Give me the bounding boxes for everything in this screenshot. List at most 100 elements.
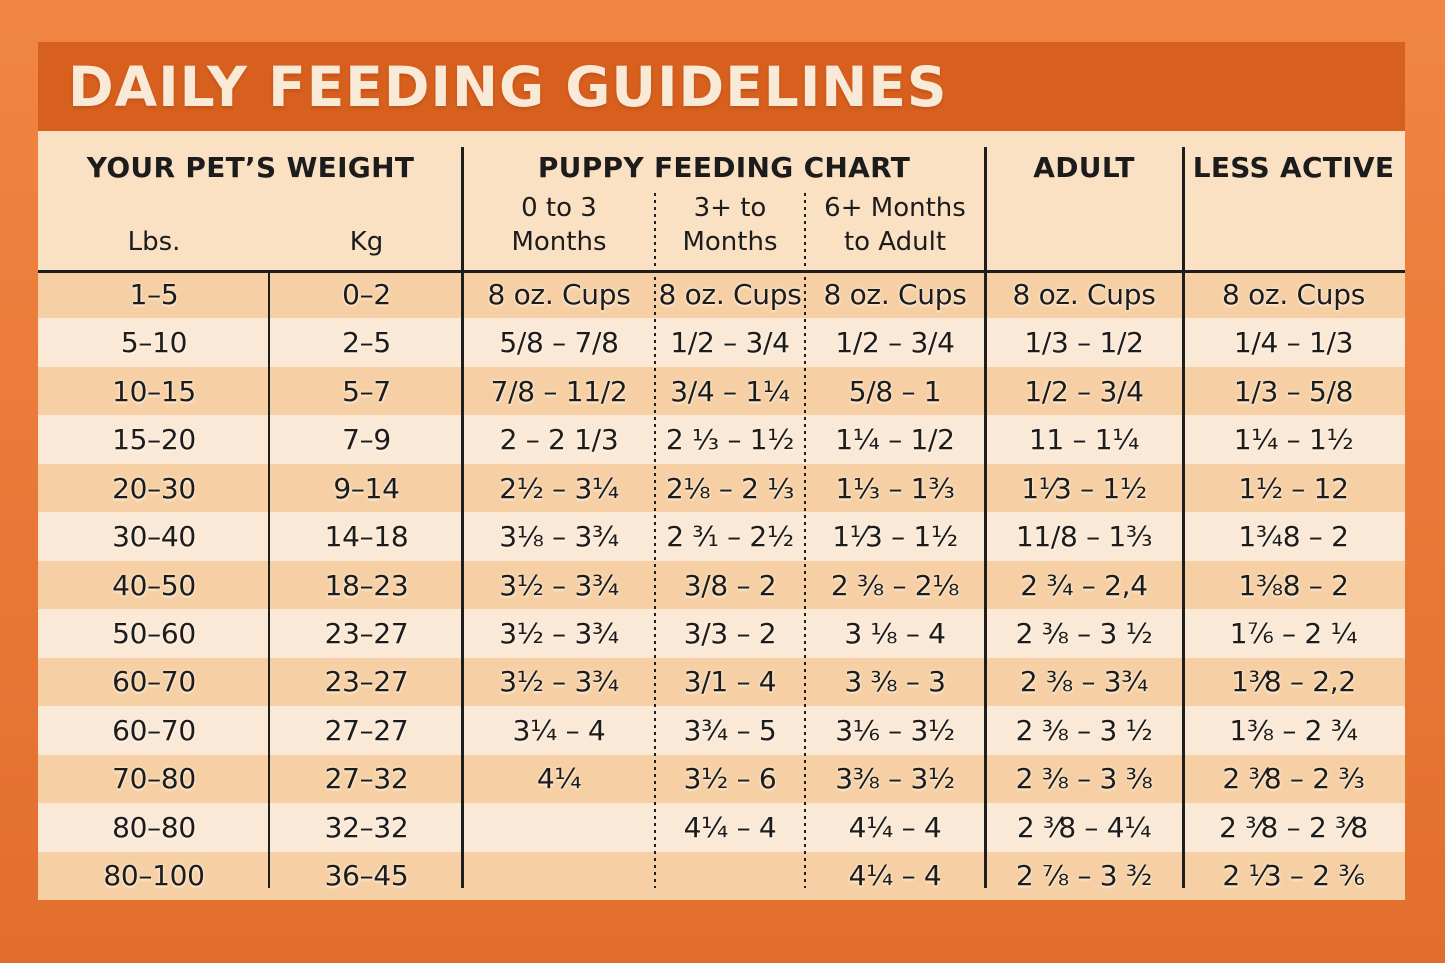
table-cell: 20–30 <box>112 471 196 505</box>
column-divider-dotted-2 <box>804 193 806 888</box>
table-cell: 2 ¹⁄3 – 2 ³⁄₆ <box>1222 859 1365 893</box>
table-cell: 3½ – 3¾ <box>499 568 619 602</box>
table-cell: 23–27 <box>324 617 409 651</box>
table-cell: 2½ – 3¼ <box>499 471 619 505</box>
table-row: 15–20 7–9 2 – 2 1/3 2 ⅓ – 1½ 1¼ – 1/2 11 – 1¼… <box>38 415 1405 464</box>
table-cell: 0–2 <box>342 277 391 311</box>
table-cell: 1¼ – 1½ <box>1233 423 1354 457</box>
table-cell: 1³⁄8 – 2,2 <box>1231 665 1356 699</box>
table-row: 80–80 32–32 4¼ – 4 4¼ – 4 2 ³⁄8 – 4¼ 2 ³⁄8 – … <box>38 803 1405 852</box>
table-cell: 3½ – 3¾ <box>499 617 619 651</box>
table-cell: 60–70 <box>112 665 196 699</box>
table-row: 60–70 23–27 3½ – 3¾ 3/1 – 4 3 ⅜ – 3 2 ⅜ – 3¾ 1… <box>38 657 1405 707</box>
table-cell: 3 ⅛ – 4 <box>844 617 946 651</box>
table-cell: 3/1 – 4 <box>683 665 777 699</box>
table-cell: 32–32 <box>324 810 409 844</box>
table-cell: 15–20 <box>112 423 196 457</box>
table-cell <box>463 803 655 851</box>
table-cell: 70–80 <box>112 762 196 796</box>
table-cell: 3 ⅜ – 3 <box>844 665 946 699</box>
table-cell: 1/4 – 1/3 <box>1233 326 1354 360</box>
table-cell: 1¾8 – 2 <box>1238 520 1349 554</box>
table-cell: 40–50 <box>112 568 196 602</box>
table-row: 70–80 27–32 4¼ 3½ – 6 3⅜ – 3½ 2 ⅜ – 3 ⅜ 2 ³⁄8 … <box>38 754 1405 804</box>
table-cell: 2 ⅓ – 1½ <box>665 423 795 457</box>
table-cell <box>463 852 655 900</box>
table-cell: 2⅛ – 2 ⅓ <box>665 471 795 505</box>
table-cell: 14–18 <box>324 520 409 554</box>
table-cell: 10–15 <box>112 374 196 408</box>
table-cell: 8 oz. Cups <box>487 277 631 311</box>
table-cell: 2 ⅜ – 3 ½ <box>1015 713 1153 747</box>
table-cell: 1–5 <box>129 277 179 311</box>
table-row: 5–10 2–5 5/8 – 7/8 1/2 – 3/4 1/2 – 3/4 1/3 – … <box>38 318 1405 367</box>
table-cell: 36–45 <box>324 859 409 893</box>
subheader-0-to-3-months: 0 to 3 Months <box>511 193 607 258</box>
table-row: 80–100 36–45 4¼ – 4 2 ⅞ – 3 ³⁄₂ 2 ¹⁄3 – 2 ³⁄… <box>38 851 1405 901</box>
table-row: 40–50 18–23 3½ – 3¾ 3/8 – 2 2 ⅜ – 2⅛ 2 ¾ – 2,… <box>38 560 1405 610</box>
table-header: YOUR PET’S WEIGHT PUPPY FEEDING CHART AD… <box>38 131 1405 270</box>
table-cell: 4¼ <box>536 762 582 796</box>
table-cell: 4¼ – 4 <box>848 810 942 844</box>
table-row: 50–60 23–27 3½ – 3¾ 3/3 – 2 3 ⅛ – 4 2 ⅜ – 3 ½… <box>38 609 1405 658</box>
table-cell: 2 ¾ – 2,4 <box>1020 568 1148 602</box>
table-cell: 7–9 <box>342 423 391 457</box>
header-less-active: LESS ACTIVE <box>1192 151 1395 184</box>
table-cell: 8 oz. Cups <box>1012 277 1156 311</box>
table-cell: 80–100 <box>103 859 205 893</box>
subheader-kg: Kg <box>349 227 384 258</box>
table-cell: 80–80 <box>112 810 196 844</box>
table-cell: 1⁷⁄₆ – 2 ¼ <box>1229 617 1358 651</box>
table-cell: 8 oz. Cups <box>1221 277 1365 311</box>
table-row: 10–15 5–7 7/8 – 11/2 3/4 – 1¼ 5/8 – 1 1/2 – 3… <box>38 366 1405 416</box>
subheader-6plus-months-to-adult: 6+ Months to Adult <box>824 193 966 258</box>
table-cell: 2 ⅞ – 3 ³⁄₂ <box>1015 859 1153 893</box>
table-row: 30–40 14–18 3⅛ – 3¾ 2 ³⁄₁ – 2½ 1¹⁄3 – 1½ 11/8… <box>38 512 1405 561</box>
table-cell: 3⅙ – 3½ <box>835 713 955 747</box>
table-row: 1–5 0–2 8 oz. Cups 8 oz. Cups 8 oz. Cups 8 oz… <box>38 270 1405 319</box>
table-cell: 2–5 <box>342 326 391 360</box>
table-cell: 4¼ – 4 <box>848 859 942 893</box>
table-cell: 3½ – 3¾ <box>499 665 619 699</box>
table-cell <box>655 852 805 900</box>
table-cell: 2 ⅜ – 3¾ <box>1019 665 1149 699</box>
column-divider-dotted-1 <box>654 193 656 888</box>
table-cell: 3⅜ – 3½ <box>835 762 955 796</box>
table-cell: 30–40 <box>112 520 196 554</box>
table-cell: 9–14 <box>333 471 400 505</box>
table-cell: 8 oz. Cups <box>658 277 802 311</box>
table-cell: 3¼ – 4 <box>512 713 606 747</box>
table-cell: 11/8 – 1³⁄₃ <box>1015 520 1153 554</box>
table-cell: 11 – 1¼ <box>1028 423 1140 457</box>
table-cell: 5–10 <box>120 326 188 360</box>
table-cell: 2 ³⁄8 – 2 ³⁄₃ <box>1222 762 1365 796</box>
subheader-3plus-months: 3+ to Months <box>682 193 778 258</box>
table-cell: 1¹⁄3 – 1½ <box>1021 471 1147 505</box>
column-divider-adult-lessactive <box>1182 147 1185 888</box>
table-body: 1–5 0–2 8 oz. Cups 8 oz. Cups 8 oz. Cups 8 oz… <box>38 270 1405 901</box>
table-cell: 1⅓ – 1³⁄₃ <box>835 471 955 505</box>
table-cell: 2 ⅜ – 3 ½ <box>1015 617 1153 651</box>
table-cell: 2 ³⁄8 – 2 ³⁄8 <box>1219 810 1368 844</box>
table-cell: 1½ – 12 <box>1238 471 1349 505</box>
table-cell: 8 oz. Cups <box>823 277 967 311</box>
column-divider-puppy-adult <box>984 147 987 888</box>
table-cell: 60–70 <box>112 713 196 747</box>
table-cell: 3/4 – 1¼ <box>670 374 790 408</box>
title-banner: DAILY FEEDING GUIDELINES <box>38 42 1405 131</box>
table-cell: 7/8 – 11/2 <box>490 374 628 408</box>
table-cell: 5–7 <box>342 374 391 408</box>
table-cell: 3/8 – 2 <box>683 568 777 602</box>
header-divider-line <box>38 270 1405 273</box>
table-cell: 2 ⅜ – 3 ⅜ <box>1015 762 1153 796</box>
table-cell: 1/2 – 3/4 <box>670 326 790 360</box>
table-cell: 1/3 – 1/2 <box>1024 326 1144 360</box>
table-cell: 50–60 <box>112 617 196 651</box>
table-row: 60–70 27–27 3¼ – 4 3¾ – 5 3⅙ – 3½ 2 ⅜ – 3 ½ 1⅜… <box>38 706 1405 755</box>
subheader-lbs: Lbs. <box>127 227 181 258</box>
table-cell: 1⅜ – 2 ¾ <box>1229 713 1358 747</box>
feeding-table: YOUR PET’S WEIGHT PUPPY FEEDING CHART AD… <box>38 131 1405 901</box>
table-cell: 2 – 2 1/3 <box>499 423 619 457</box>
table-cell: 2 ³⁄8 – 4¼ <box>1016 810 1152 844</box>
table-cell: 3¾ – 5 <box>683 713 777 747</box>
